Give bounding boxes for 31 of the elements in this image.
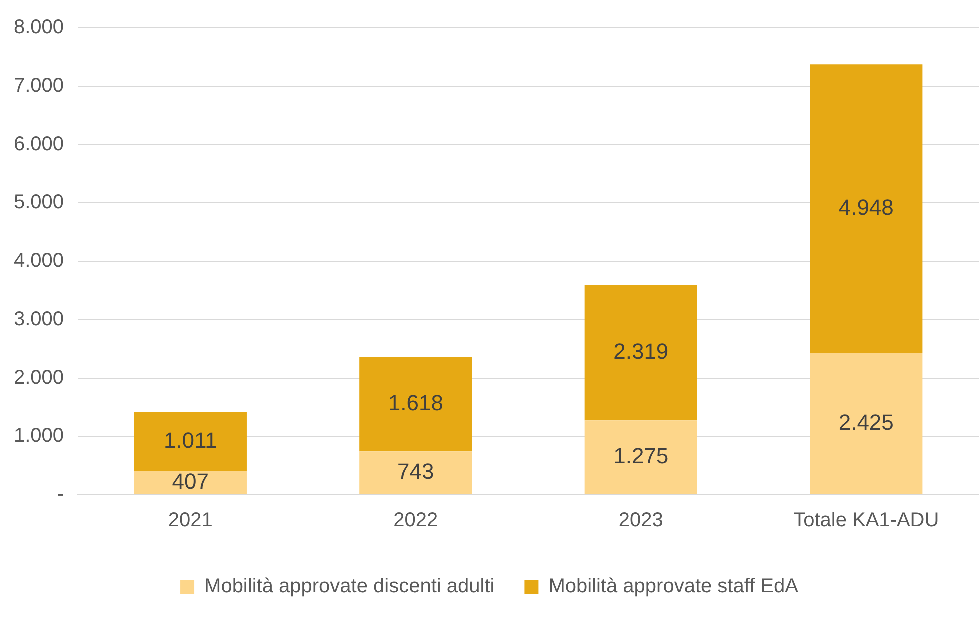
y-tick-label: 4.000 (14, 250, 64, 272)
data-label: 1.011 (164, 428, 218, 453)
data-label: 4.948 (838, 195, 894, 220)
y-tick-label: 1.000 (14, 425, 64, 448)
data-label: 1.618 (388, 390, 444, 416)
y-tick-label: 5.000 (14, 192, 64, 214)
legend-label: Mobilità approvate discenti adulti (204, 576, 495, 598)
y-tick-label: 3.000 (14, 308, 64, 330)
bar (134, 412, 247, 472)
data-label: 1.275 (614, 444, 669, 469)
y-tick-label: 2.000 (14, 366, 64, 389)
data-label: 2.425 (838, 410, 894, 436)
data-label: 407 (172, 468, 210, 494)
data-label: 2.319 (614, 338, 669, 364)
bar (360, 357, 472, 452)
legend-label: Mobilità approvate staff EdA (548, 576, 800, 598)
y-tick-label: 8.000 (14, 16, 64, 39)
y-tick-label: 7.000 (14, 74, 64, 97)
bar (810, 353, 923, 494)
y-tick-label: - (57, 484, 64, 506)
y-tick-label: 6.000 (14, 133, 64, 156)
bar (584, 420, 698, 494)
data-label: 743 (398, 459, 434, 484)
x-tick-label: Totale KA1-ADU (794, 510, 940, 532)
x-tick-label: 2021 (168, 510, 213, 532)
x-tick-label: 2022 (394, 510, 438, 532)
bar (810, 64, 923, 354)
bar (360, 452, 472, 494)
bar (584, 285, 698, 421)
x-tick-label: 2023 (618, 510, 664, 532)
bar (134, 471, 247, 494)
